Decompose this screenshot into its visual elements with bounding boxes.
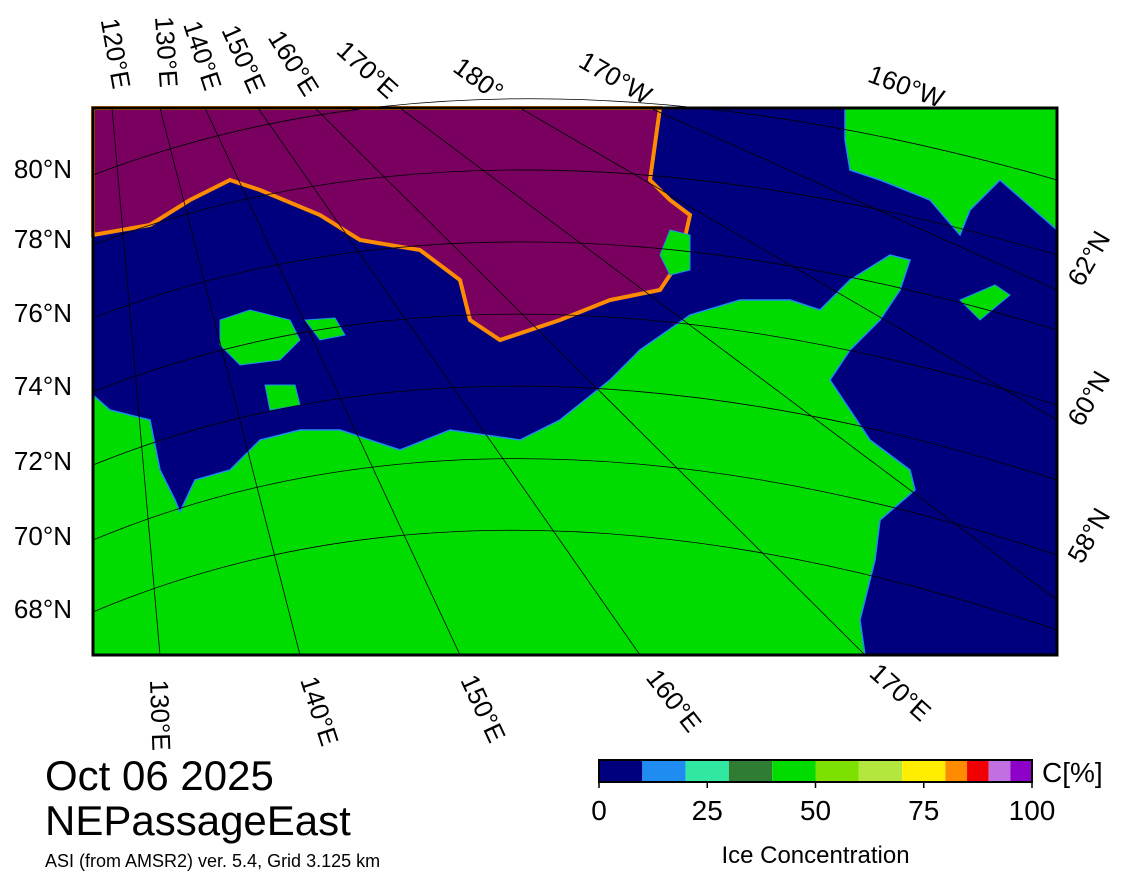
date: Oct 06 2025 [45,752,274,799]
graticule-label: 72°N [14,446,72,476]
colorbar-swatch [815,760,859,782]
colorbar-label: Ice Concentration [721,842,909,869]
colorbar-swatch [988,760,1011,782]
sea-ice [91,106,693,343]
graticule-label: 62°N [1061,226,1116,291]
colorbar-unit: C[%] [1042,757,1103,788]
graticule-label: 68°N [14,594,72,624]
colorbar-tick-label: 25 [692,795,723,826]
colorbar-swatch [967,760,989,782]
graticule-label: 140°E [294,673,345,750]
colorbar-swatch [1010,760,1032,782]
graticule-label: 140°E [177,17,228,94]
colorbar-tick-label: 0 [591,795,607,826]
graticule-label: 150°E [455,670,512,747]
island [959,284,1011,321]
colorbar-tick-label: 75 [908,795,939,826]
colorbar-swatch [945,760,968,782]
graticule-label: 160°E [640,663,707,738]
source: ASI (from AMSR2) ver. 5.4, Grid 3.125 km [45,851,380,871]
graticule [92,98,1058,656]
graticule-label: 160°W [864,59,948,114]
graticule-label: 130°E [149,15,184,88]
graticule-label: 170°E [331,35,404,105]
map-area [91,98,1059,657]
graticule-label: 70°N [14,521,72,551]
graticule-label: 76°N [14,298,72,328]
graticule-label: 170°W [574,45,657,110]
graticule-label: 150°E [216,20,272,97]
graticule-label: 130°E [144,679,176,751]
graticule-label: 160°E [262,25,325,101]
colorbar-tick-label: 100 [1009,795,1056,826]
colorbar-tick-label: 50 [800,795,831,826]
colorbar-swatch [858,760,903,782]
graticule-label: 170°E [864,657,937,727]
graticule-label: 180° [448,51,509,107]
colorbar-swatch [642,760,686,782]
graticule-label: 60°N [1061,366,1116,431]
map-frame [91,106,1059,657]
land [92,254,916,656]
graticule-label: 74°N [14,371,72,401]
graticule-label: 78°N [14,224,72,254]
colorbar-swatch [685,760,729,782]
colorbar-swatch [772,760,816,782]
colorbar-swatch [599,760,643,782]
graticule-label: 120°E [95,16,137,91]
graticule-label: 58°N [1061,503,1116,568]
colorbar-swatch [902,760,946,782]
island [659,229,691,276]
graticule-label: 80°N [14,154,72,184]
island [219,309,301,366]
colorbar-swatch [728,760,773,782]
region: NEPassageEast [45,797,351,844]
